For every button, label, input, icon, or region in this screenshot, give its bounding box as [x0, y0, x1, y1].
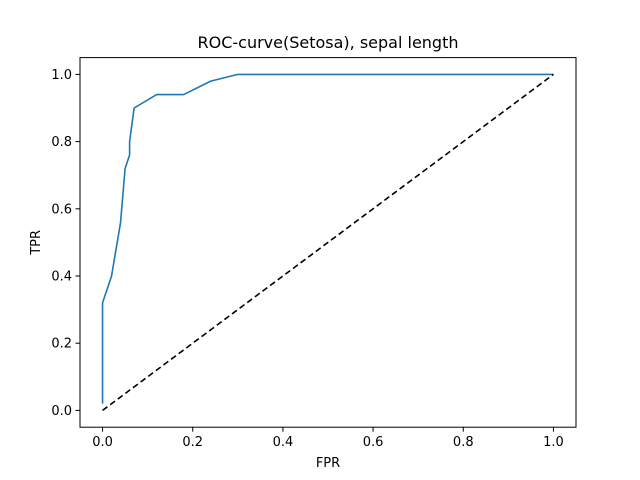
y-tick-label: 0.0 — [51, 404, 72, 419]
y-tick-label: 0.2 — [51, 337, 72, 352]
x-tick-label: 0.0 — [92, 435, 113, 450]
x-axis-label: FPR — [316, 456, 340, 471]
x-tick-label: 1.0 — [543, 435, 564, 450]
y-tick-label: 0.8 — [51, 135, 72, 150]
chart-title: ROC-curve(Setosa), sepal length — [197, 33, 458, 52]
x-tick-label: 0.2 — [182, 435, 203, 450]
diagonal-reference-line — [102, 73, 554, 412]
roc-curve-line — [101, 73, 554, 404]
y-tick-label: 0.6 — [51, 202, 72, 217]
x-tick-label: 0.6 — [363, 435, 384, 450]
y-tick-label: 0.4 — [51, 270, 72, 285]
x-tick-label: 0.4 — [273, 435, 294, 450]
y-axis-label: TPR — [29, 230, 44, 256]
y-tick-label: 1.0 — [51, 68, 72, 83]
plot-frame — [79, 57, 577, 428]
x-tick-label: 0.8 — [453, 435, 474, 450]
